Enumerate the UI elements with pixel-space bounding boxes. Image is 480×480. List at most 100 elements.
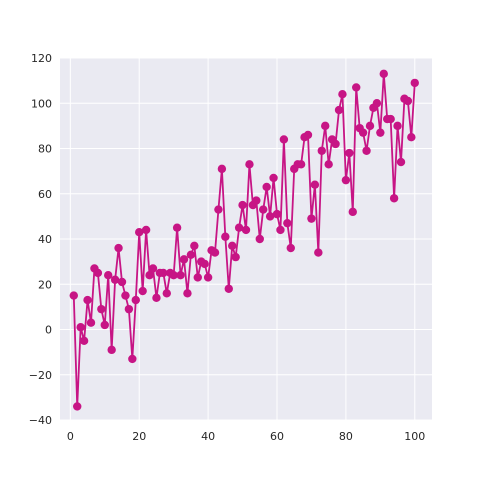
data-point xyxy=(393,121,402,131)
data-point xyxy=(324,160,333,169)
data-point xyxy=(341,175,351,185)
data-point xyxy=(97,304,106,314)
data-point xyxy=(203,273,213,282)
x-tick-label: 100 xyxy=(404,430,425,443)
data-point xyxy=(190,241,199,250)
x-tick-label: 20 xyxy=(132,430,146,443)
data-point xyxy=(362,146,371,155)
data-point xyxy=(317,146,326,155)
data-point xyxy=(396,157,406,167)
y-axis-ticks: −40 −20 0 20 40 60 80 100 120 xyxy=(29,52,52,427)
data-point xyxy=(276,225,285,235)
data-point xyxy=(117,277,127,287)
series-line xyxy=(72,72,416,408)
data-point xyxy=(159,268,168,278)
data-point xyxy=(338,90,347,99)
data-point xyxy=(241,225,251,235)
x-tick-label: 40 xyxy=(201,430,215,443)
data-point xyxy=(186,250,196,260)
data-point xyxy=(169,271,178,280)
data-point xyxy=(183,289,192,298)
data-point xyxy=(348,207,357,217)
data-point xyxy=(114,243,123,253)
data-point xyxy=(228,241,237,250)
data-point xyxy=(138,286,147,296)
data-point xyxy=(193,273,202,282)
data-point xyxy=(104,271,113,280)
data-point xyxy=(124,304,134,314)
data-point xyxy=(107,345,116,355)
data-point xyxy=(141,225,151,235)
data-point xyxy=(172,223,182,232)
data-point xyxy=(358,128,368,137)
y-tick-label: −20 xyxy=(29,369,52,382)
data-point xyxy=(252,196,261,205)
y-tick-label: 20 xyxy=(38,278,52,291)
data-point xyxy=(152,293,161,303)
data-point xyxy=(214,205,223,214)
data-point xyxy=(145,271,154,280)
data-point xyxy=(176,271,185,280)
data-point xyxy=(73,402,82,411)
data-point xyxy=(389,194,399,203)
data-point xyxy=(69,291,78,300)
y-tick-label: 0 xyxy=(45,324,52,337)
data-point xyxy=(321,121,330,131)
x-tick-label: 80 xyxy=(339,430,353,443)
data-point xyxy=(407,132,416,142)
x-axis-ticks: 0 20 40 60 80 100 xyxy=(67,430,425,443)
data-point xyxy=(238,200,247,210)
data-point xyxy=(286,243,295,253)
data-point xyxy=(221,232,230,241)
data-point xyxy=(345,148,354,158)
data-point xyxy=(272,209,282,219)
data-point xyxy=(128,354,137,364)
data-point xyxy=(210,248,220,257)
data-point xyxy=(110,275,120,284)
data-point xyxy=(296,160,306,169)
data-point xyxy=(265,212,275,221)
data-point xyxy=(310,180,320,189)
data-series xyxy=(69,69,419,411)
data-point xyxy=(79,336,89,346)
data-point xyxy=(334,105,344,115)
data-point xyxy=(314,248,323,257)
data-point xyxy=(76,323,85,332)
data-point xyxy=(148,264,158,273)
gridlines xyxy=(60,57,432,421)
data-point xyxy=(303,130,313,140)
y-tick-label: 60 xyxy=(38,188,52,201)
data-point xyxy=(100,320,109,330)
x-tick-label: 0 xyxy=(67,430,74,443)
data-point xyxy=(217,164,227,174)
data-point xyxy=(331,139,340,149)
data-point xyxy=(352,83,361,92)
data-point xyxy=(86,318,96,327)
y-tick-label: 120 xyxy=(31,52,52,65)
data-point xyxy=(279,135,289,144)
y-tick-label: 80 xyxy=(38,143,52,156)
data-point xyxy=(410,78,419,88)
data-point xyxy=(259,205,268,214)
data-point xyxy=(224,284,233,293)
y-tick-label: 100 xyxy=(31,97,52,110)
data-point xyxy=(403,96,413,106)
data-point xyxy=(93,268,103,278)
data-point xyxy=(283,218,292,228)
data-point xyxy=(386,114,395,124)
data-point xyxy=(234,223,244,232)
data-point xyxy=(121,291,130,300)
data-point xyxy=(245,160,254,169)
data-point xyxy=(262,182,271,192)
data-point xyxy=(131,295,140,305)
data-point xyxy=(269,173,278,183)
data-point xyxy=(135,228,144,237)
data-point xyxy=(379,69,388,79)
data-point xyxy=(307,214,316,223)
data-point xyxy=(255,234,264,244)
data-point xyxy=(83,295,92,305)
data-point xyxy=(365,121,375,131)
data-point xyxy=(376,128,385,137)
y-tick-label: −40 xyxy=(29,414,52,427)
